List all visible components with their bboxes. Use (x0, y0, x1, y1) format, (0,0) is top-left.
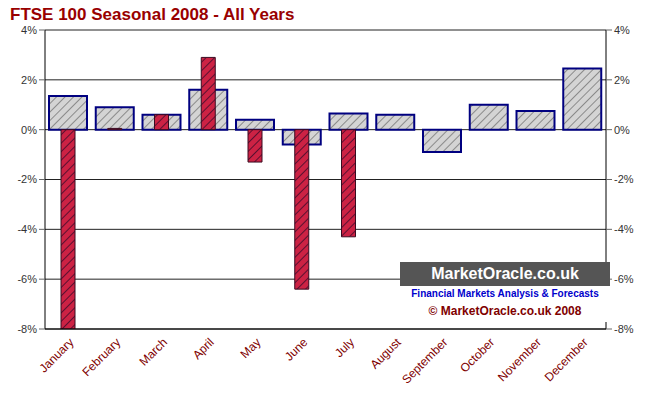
svg-text:2%: 2% (21, 74, 37, 86)
svg-text:January: January (36, 335, 76, 375)
html-text:© MarketOracle.co.uk 2008: © MarketOracle.co.uk 2008 (428, 304, 582, 318)
svg-text:-8%: -8% (17, 323, 37, 335)
html-text:MarketOracle.co.uk: MarketOracle.co.uk (431, 265, 579, 282)
svg-text:-4%: -4% (17, 223, 37, 235)
svg-text:-2%: -2% (614, 173, 634, 185)
svg-text:March: March (137, 335, 170, 368)
svg-text:-6%: -6% (614, 273, 634, 285)
svg-text:-8%: -8% (614, 323, 634, 335)
svg-text:July: July (332, 335, 357, 360)
svg-text:August: August (367, 335, 404, 372)
svg-text:November: November (495, 335, 544, 384)
svg-text:June: June (282, 335, 311, 364)
svg-text:December: December (542, 335, 591, 384)
svg-text:-6%: -6% (17, 273, 37, 285)
html-text:Financial Markets Analysis & F: Financial Markets Analysis & Forecasts (411, 288, 599, 299)
svg-text:0%: 0% (21, 124, 37, 136)
svg-text:April: April (190, 335, 217, 362)
svg-text:October: October (457, 335, 497, 375)
svg-text:4%: 4% (21, 24, 37, 36)
svg-text:2%: 2% (614, 74, 630, 86)
svg-text:0%: 0% (614, 124, 630, 136)
svg-text:4%: 4% (614, 24, 630, 36)
svg-text:February: February (79, 335, 123, 379)
svg-text:-4%: -4% (614, 223, 634, 235)
svg-text:September: September (399, 335, 450, 386)
html-text:FTSE 100 Seasonal 2008 - All Y: FTSE 100 Seasonal 2008 - All Years (10, 5, 295, 24)
svg-text:-2%: -2% (17, 173, 37, 185)
svg-text:May: May (238, 335, 264, 361)
